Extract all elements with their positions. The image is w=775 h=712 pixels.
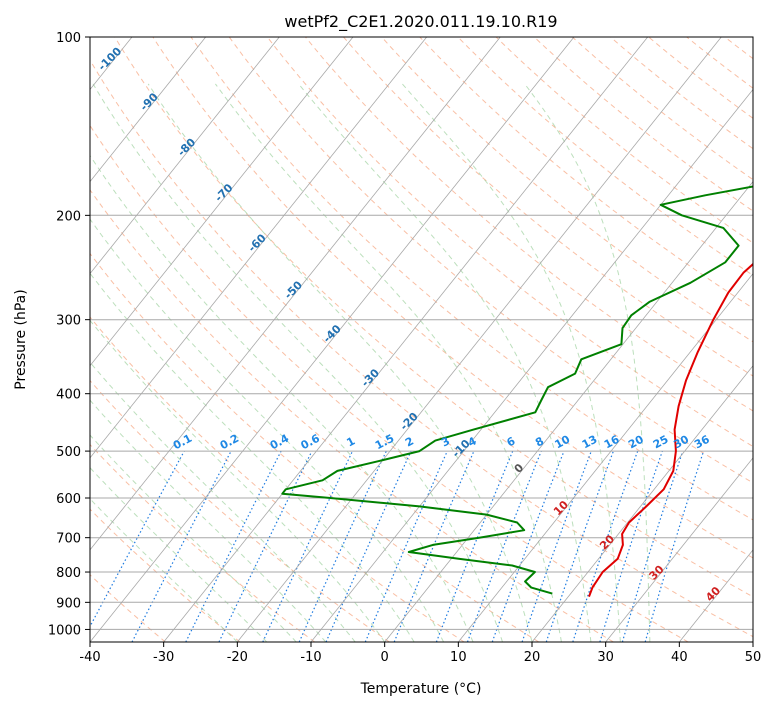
x-tick-label: -40 bbox=[79, 650, 100, 665]
x-tick-label: 20 bbox=[524, 650, 541, 665]
x-tick-label: 10 bbox=[450, 650, 467, 665]
x-tick-label: 30 bbox=[597, 650, 614, 665]
y-tick-label: 400 bbox=[56, 388, 81, 403]
x-axis-label: Temperature (°C) bbox=[360, 681, 482, 697]
x-tick-label: -10 bbox=[300, 650, 321, 665]
y-tick-label: 800 bbox=[56, 566, 81, 581]
x-tick-label: 50 bbox=[745, 650, 762, 665]
y-tick-label: 500 bbox=[56, 445, 81, 460]
y-tick-label: 200 bbox=[56, 209, 81, 224]
chart-title: wetPf2_C2E1.2020.011.19.10.R19 bbox=[284, 12, 557, 32]
x-tick-label: -30 bbox=[153, 650, 174, 665]
y-tick-label: 1000 bbox=[48, 623, 81, 638]
y-tick-label: 300 bbox=[56, 314, 81, 329]
x-tick-label: -20 bbox=[227, 650, 248, 665]
y-axis-label: Pressure (hPa) bbox=[13, 289, 29, 389]
y-tick-label: 700 bbox=[56, 532, 81, 547]
x-tick-label: 40 bbox=[671, 650, 688, 665]
y-tick-label: 100 bbox=[56, 31, 81, 46]
y-tick-label: 600 bbox=[56, 492, 81, 507]
x-tick-label: 0 bbox=[381, 650, 389, 665]
y-tick-label: 900 bbox=[56, 596, 81, 611]
